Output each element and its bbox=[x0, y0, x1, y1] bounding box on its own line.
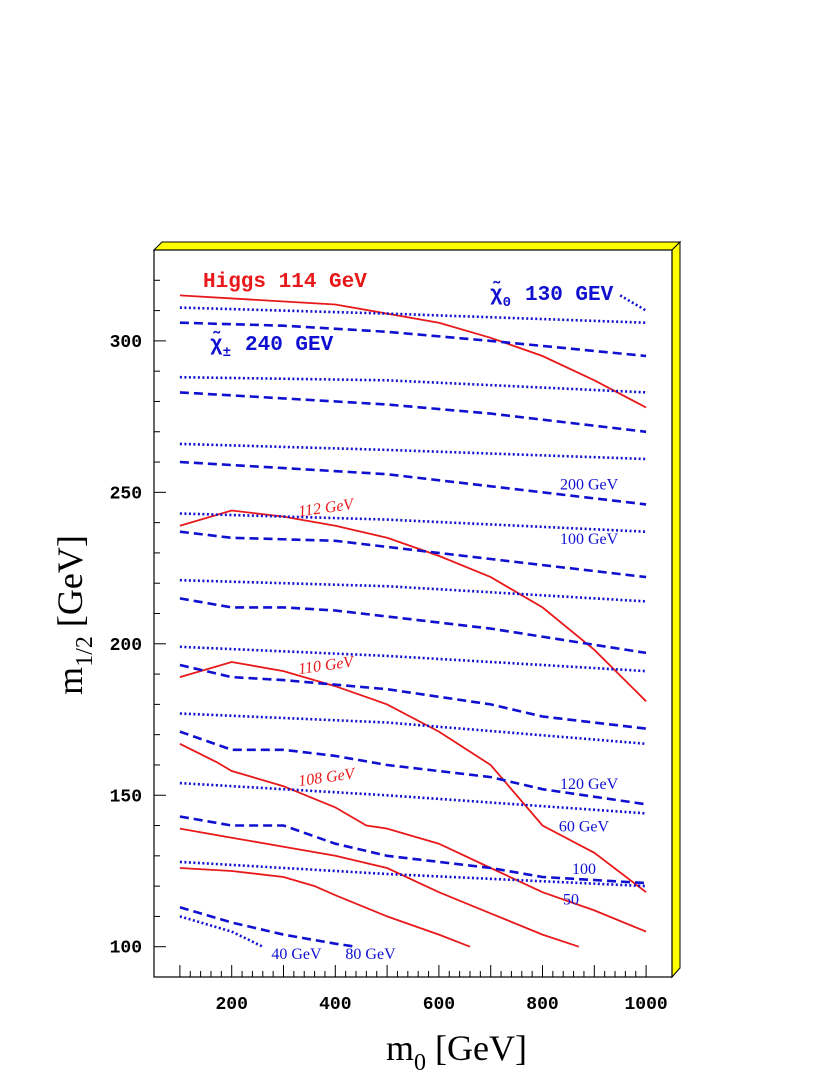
series-layer bbox=[179, 294, 647, 948]
x-tick-label: 400 bbox=[319, 995, 351, 1015]
neutralino-contour bbox=[179, 712, 647, 746]
neutralino-symbol: χ̃ bbox=[490, 281, 503, 307]
chargino-contour bbox=[179, 460, 647, 506]
x-axis-main: m bbox=[386, 1028, 414, 1068]
frame-shadow-top bbox=[152, 241, 682, 251]
neutralino-contour bbox=[179, 915, 264, 948]
y-axis-title: m1/2 [GeV] bbox=[50, 535, 98, 695]
y-tick-label: 100 bbox=[110, 939, 142, 959]
x-tick-label: 600 bbox=[423, 995, 455, 1015]
higgs-contour bbox=[179, 742, 647, 933]
legend-neutralino: χ̃0 130 GEV bbox=[490, 281, 614, 311]
y-axis-unit: [GeV] bbox=[50, 535, 90, 636]
neutralino-contour bbox=[179, 442, 647, 461]
x-axis-sub: 0 bbox=[414, 1050, 426, 1075]
y-axis-sub: 1/2 bbox=[72, 636, 98, 667]
neutralino-contour bbox=[179, 512, 647, 533]
y-tick-label: 200 bbox=[110, 636, 142, 656]
contour-label: 100 GeV bbox=[560, 531, 619, 548]
contour-label: 120 GeV bbox=[560, 776, 619, 793]
neutralino-contour bbox=[619, 294, 647, 312]
legend-chargino: χ̃± 240 GEV bbox=[210, 331, 334, 361]
y-tick-label: 300 bbox=[110, 333, 142, 353]
x-axis-title: m0 [GeV] bbox=[386, 1028, 527, 1075]
contour-label: 200 GeV bbox=[560, 476, 619, 493]
higgs-contour bbox=[179, 294, 647, 409]
chargino-contour bbox=[179, 663, 647, 730]
neutralino-contour bbox=[179, 578, 647, 603]
neutralino-contour bbox=[179, 306, 647, 324]
contour-label: 50 bbox=[563, 891, 579, 908]
higgs-contour bbox=[179, 867, 471, 948]
chargino-text: 240 GEV bbox=[245, 334, 334, 357]
frame-shadow-right bbox=[671, 240, 681, 979]
neutralino-contour bbox=[179, 860, 647, 888]
neutralino-sub: 0 bbox=[503, 295, 511, 311]
chargino-contour bbox=[179, 906, 357, 948]
x-tick-label: 200 bbox=[215, 995, 247, 1015]
contour-label: 40 GeV bbox=[271, 946, 322, 963]
x-tick-label: 1000 bbox=[624, 995, 667, 1015]
x-axis-unit: [GeV] bbox=[426, 1028, 527, 1068]
chargino-contour bbox=[179, 597, 647, 655]
higgs-contour bbox=[179, 827, 580, 948]
plot-frame bbox=[153, 249, 673, 978]
contour-label: 100 bbox=[572, 861, 596, 878]
legend-higgs: Higgs 114 GeV bbox=[203, 271, 367, 294]
y-axis-main: m bbox=[50, 667, 90, 695]
neutralino-text: 130 GEV bbox=[525, 284, 614, 307]
neutralino-contour bbox=[179, 375, 647, 394]
y-tick-label: 150 bbox=[110, 787, 142, 807]
chargino-contour bbox=[179, 530, 647, 579]
neutralino-contour bbox=[179, 781, 647, 815]
y-tick-label: 250 bbox=[110, 484, 142, 504]
contour-label: 60 GeV bbox=[559, 819, 610, 836]
contour-label: 80 GeV bbox=[345, 946, 396, 963]
chargino-sub: ± bbox=[223, 345, 231, 361]
chargino-contour bbox=[179, 730, 647, 806]
x-tick-label: 800 bbox=[526, 995, 558, 1015]
chargino-contour bbox=[179, 815, 647, 885]
chargino-symbol: χ̃ bbox=[210, 331, 223, 357]
higgs-contour bbox=[179, 509, 647, 702]
neutralino-contour bbox=[179, 645, 647, 673]
higgs-contour bbox=[179, 661, 647, 893]
